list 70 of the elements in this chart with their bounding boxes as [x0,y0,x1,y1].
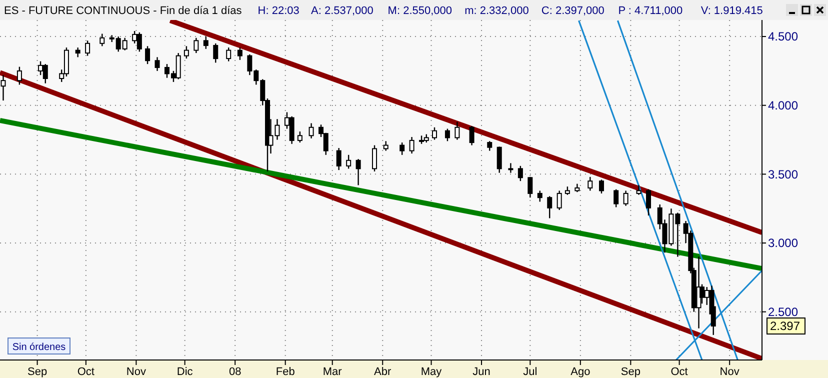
x-tick-label: Oct [77,366,94,378]
candlestick [184,46,189,60]
candlestick [444,128,450,142]
candlestick [496,146,502,174]
x-tick-label: 08 [228,366,242,378]
x-tick-label: Sep [28,366,48,378]
x-tick-label: Nov [126,366,146,378]
candlestick [518,165,523,182]
candlestick [588,176,593,192]
candlestick [469,125,474,146]
y-tick-label: 2.500 [768,305,798,320]
candlestick [383,140,388,152]
candlestick [372,144,378,172]
candlestick [203,36,208,50]
text: m: 2.332,000 [464,5,529,17]
candlestick [100,33,105,47]
text: 2.397 [770,319,800,334]
candlestick [237,46,242,61]
candlestick [308,122,314,139]
candlestick [432,126,437,140]
x-tick-label: Sep [620,366,640,378]
y-tick-label: 3.500 [768,167,798,182]
candlestick [297,130,302,144]
x-tick-label: Mar [322,366,342,378]
candlestick [528,176,533,198]
x-tick-label: Jul [523,366,538,378]
y-tick-label: 3.000 [768,236,798,250]
candlestick [145,46,150,65]
candlestick [400,142,405,156]
candlestick [454,121,460,140]
candlestick [85,40,90,56]
annotation: Sin órdenes [12,342,66,353]
candlestick [194,37,199,54]
x-tick-label: May [420,366,442,378]
candlestick [409,136,414,154]
text: M: 2.550,000 [388,5,452,17]
text: A: 2.537,000 [311,5,374,17]
x-tick-label: Jun [472,366,490,378]
candlestick [154,56,160,72]
candlestick [646,188,652,216]
candlestick [226,46,232,62]
x-tick-label: Dic [176,366,194,378]
candlestick [75,46,80,58]
x-tick-label: Oct [670,366,688,378]
y-tick-label: 4.500 [768,30,798,44]
candlestick [346,154,352,170]
candlestick [547,196,552,219]
candlestick [508,162,514,174]
x-tick-label: Nov [720,366,740,378]
candlestick [598,179,604,194]
candlestick [213,42,218,64]
text: H: 22:03 [258,5,300,17]
candlestick [16,66,22,86]
text: V: 1.919.415 [700,5,763,17]
text: C: 2.397,000 [541,5,604,17]
candlestick [537,190,542,202]
candlestick [556,190,562,211]
candlestick [487,140,492,152]
x-tick-label: Ago [570,366,590,378]
text: P : 4.711,000 [618,5,683,17]
candlestick [636,184,642,196]
x-tick-label: Feb [276,366,295,378]
chart-title: ES - FUTURE CONTINUOUS - Fin de día 1 días [4,5,242,17]
x-tick-label: Abr [374,366,392,378]
candlestick [623,190,628,206]
candlestick [614,188,619,208]
y-tick-label: 4.000 [768,98,798,113]
candlestick [356,158,361,186]
candlestick [700,284,705,304]
candlestick [336,147,342,171]
